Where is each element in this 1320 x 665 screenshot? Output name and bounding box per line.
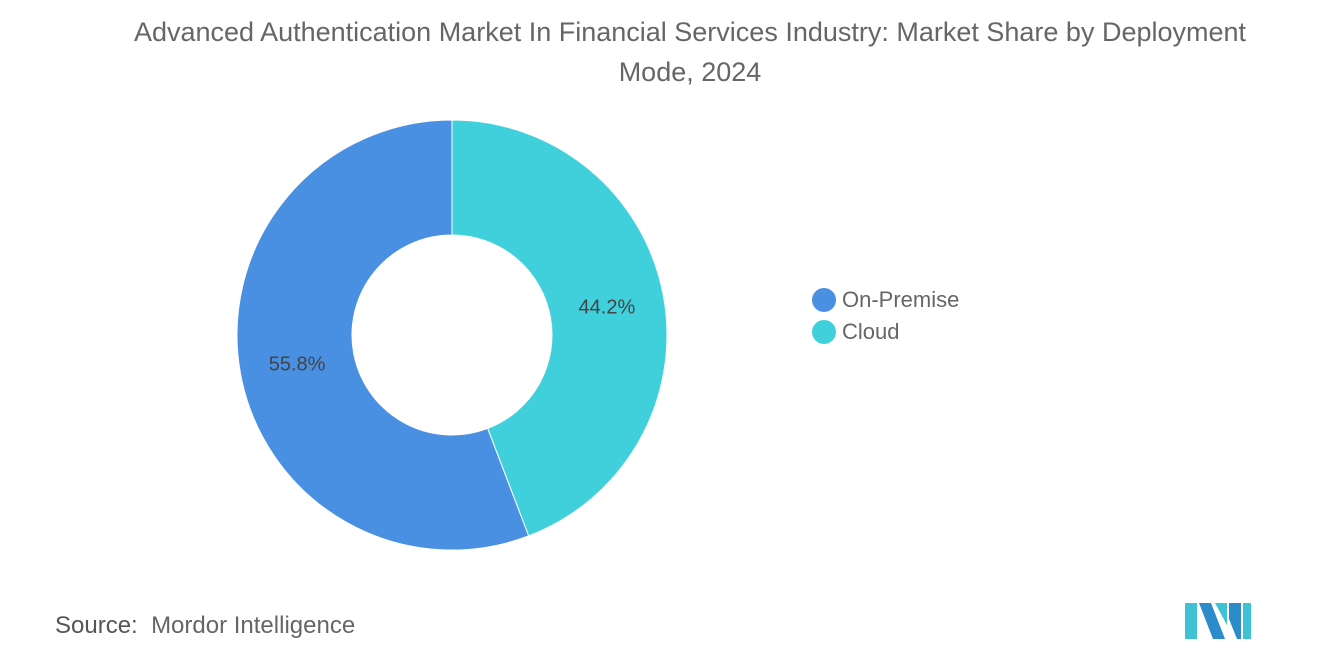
source-value: Mordor Intelligence: [151, 612, 356, 639]
source-label: Source:: [55, 612, 138, 639]
legend-label: Cloud: [842, 319, 900, 344]
legend-marker: [812, 320, 836, 344]
slice-cloud[interactable]: [451, 119, 668, 537]
legend-item-on-premise[interactable]: On-Premise: [812, 284, 959, 316]
legend: On-Premise Cloud: [812, 284, 959, 348]
source-note: Source: Mordor Intelligence: [55, 612, 355, 640]
legend-item-cloud[interactable]: Cloud: [812, 316, 959, 348]
data-label: 55.8%: [269, 354, 326, 376]
slice-on-premise[interactable]: [236, 119, 530, 551]
legend-label: On-Premise: [842, 287, 960, 312]
chart-title: Advanced Authentication Market In Financ…: [133, 17, 1247, 87]
data-label: 44.2%: [579, 296, 636, 318]
legend-marker: [812, 288, 836, 312]
mordor-logo: [1185, 603, 1251, 639]
